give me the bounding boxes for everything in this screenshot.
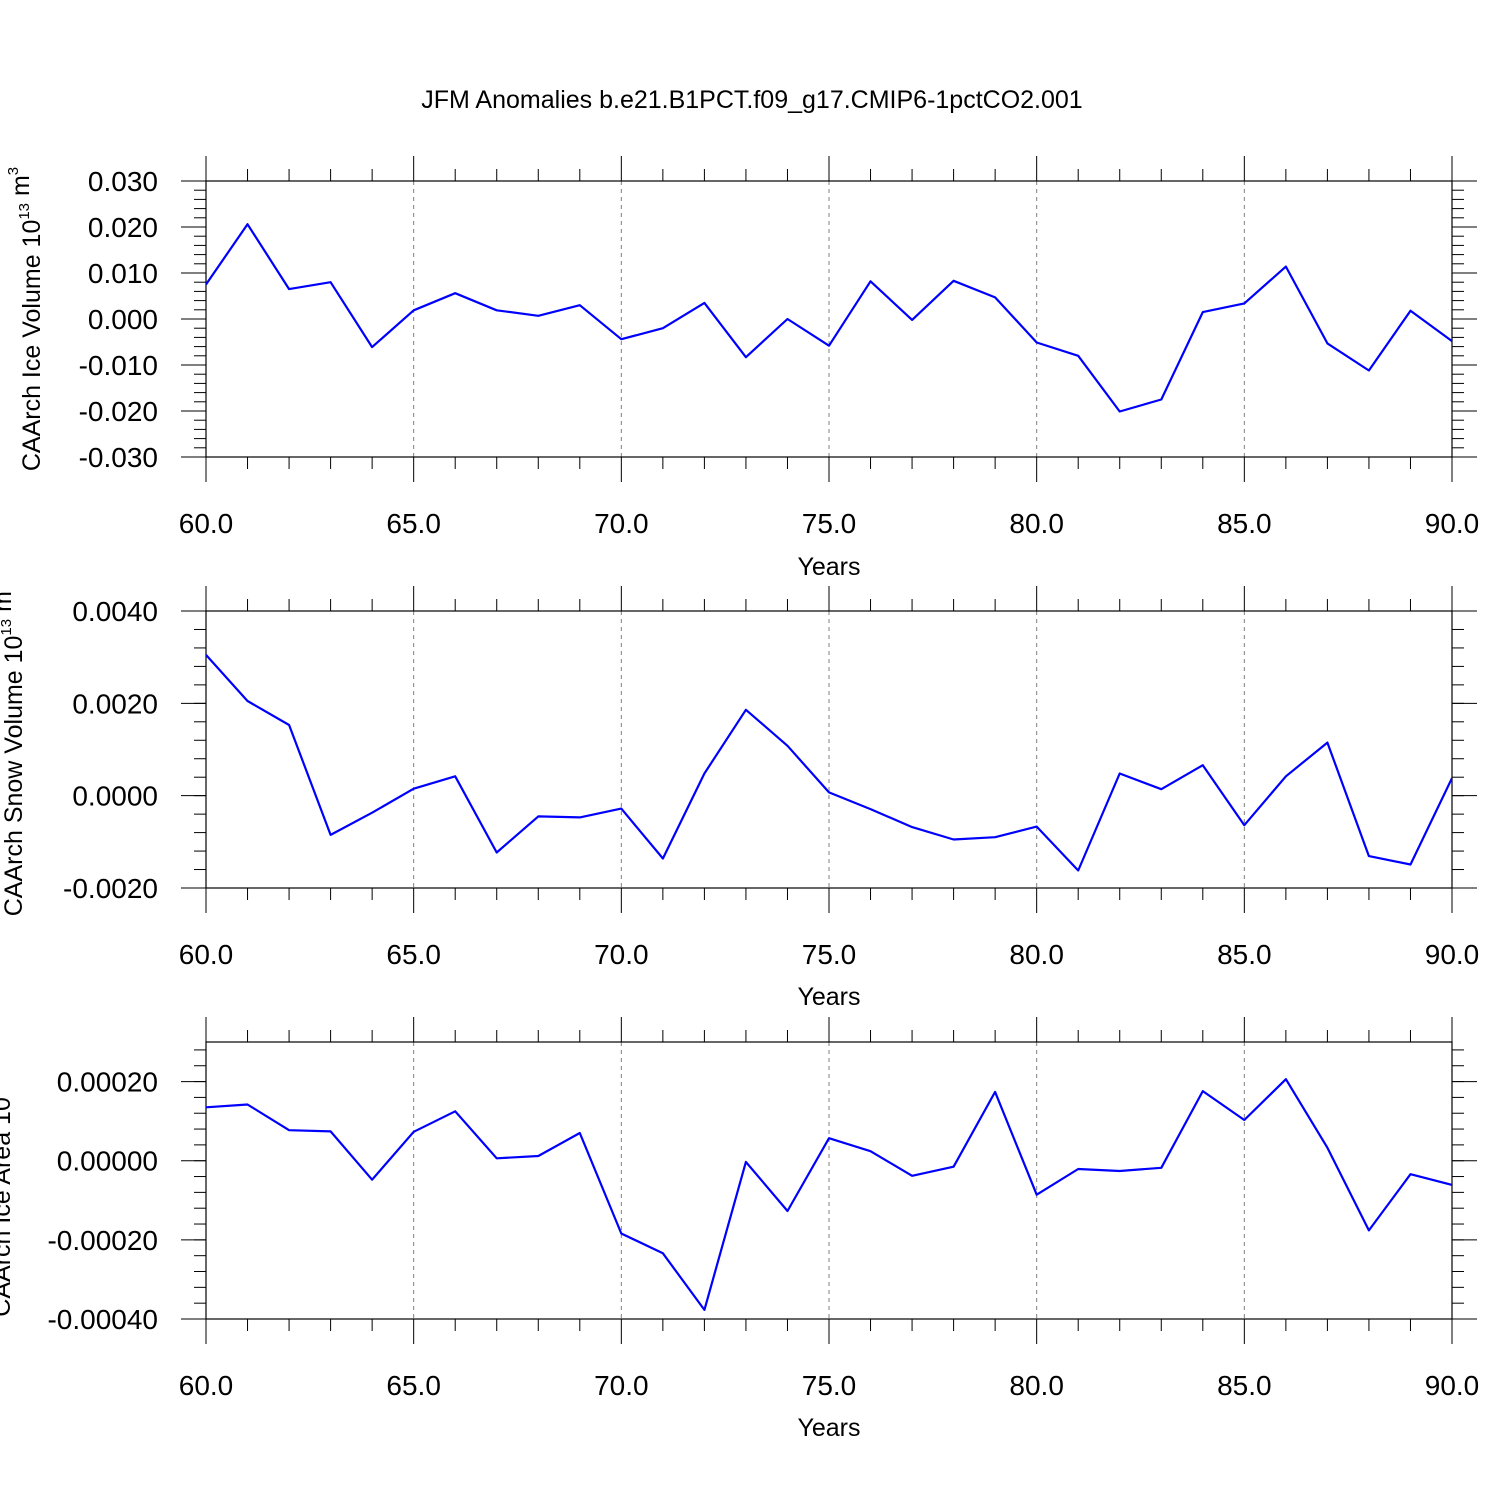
y-tick-label: 0.0000 [72, 781, 158, 812]
x-tick-label: 80.0 [1009, 508, 1064, 539]
x-tick-label: 70.0 [594, 939, 649, 970]
y-tick-label: 0.030 [88, 166, 158, 197]
x-tick-label: 90.0 [1425, 1370, 1480, 1401]
panel-2: -0.0020 0.0000 0.0020 0.0040 60.0 65.0 70.0 75.… [0, 583, 1479, 1011]
y-tick-label: -0.010 [79, 350, 158, 381]
y-tick-label: 0.00000 [57, 1146, 158, 1177]
x-tick-label: 80.0 [1009, 1370, 1064, 1401]
y-tick-label: -0.0020 [63, 873, 158, 904]
x-tick-label: 85.0 [1217, 939, 1272, 970]
x-tick-label: 75.0 [802, 939, 857, 970]
series-line [206, 1078, 1452, 1312]
x-tick-label: 90.0 [1425, 508, 1480, 539]
x-tick-label: 70.0 [594, 1370, 649, 1401]
y-tick-label: 0.000 [88, 304, 158, 335]
panel-1: -0.030 -0.020 -0.010 0.000 0.010 0.020 0.030 60… [5, 156, 1479, 581]
y-axis-title: CAArch Ice Volume 1013 m3 [5, 167, 46, 471]
x-tick-label: 85.0 [1217, 508, 1272, 539]
y-tick-label: -0.030 [79, 442, 158, 473]
y-axis-title: CAArch Ice Area 1013 m2 [0, 1044, 16, 1316]
y-tick-label: 0.0020 [72, 688, 158, 719]
x-tick-label: 65.0 [386, 1370, 441, 1401]
y-tick-label: -0.00020 [47, 1225, 158, 1256]
y-axis-title: CAArch Snow Volume 1013 m3 [0, 583, 28, 917]
x-tick-label: 60.0 [179, 939, 234, 970]
x-tick-label: 65.0 [386, 939, 441, 970]
y-tick-label: 0.020 [88, 212, 158, 243]
chart-title: JFM Anomalies b.e21.B1PCT.f09_g17.CMIP6-… [421, 86, 1082, 114]
x-tick-label: 85.0 [1217, 1370, 1272, 1401]
panel-3: -0.00040 -0.00020 0.00000 0.00020 60.0 65.0 70… [0, 1017, 1479, 1442]
y-tick-label: 0.00020 [57, 1067, 158, 1098]
y-tick-label: -0.00040 [47, 1304, 158, 1335]
x-tick-label: 60.0 [179, 1370, 234, 1401]
series-line [206, 654, 1452, 872]
x-tick-label: 90.0 [1425, 939, 1480, 970]
x-axis-title: Years [797, 983, 860, 1011]
y-tick-label: 0.010 [88, 258, 158, 289]
x-tick-label: 80.0 [1009, 939, 1064, 970]
x-tick-label: 65.0 [386, 508, 441, 539]
x-tick-label: 60.0 [179, 508, 234, 539]
x-axis-title: Years [797, 1414, 860, 1442]
series-line [206, 223, 1452, 413]
x-axis-title: Years [797, 553, 860, 581]
y-tick-label: -0.020 [79, 396, 158, 427]
x-tick-label: 75.0 [802, 1370, 857, 1401]
y-tick-label: 0.0040 [72, 596, 158, 627]
x-tick-label: 70.0 [594, 508, 649, 539]
x-tick-label: 75.0 [802, 508, 857, 539]
